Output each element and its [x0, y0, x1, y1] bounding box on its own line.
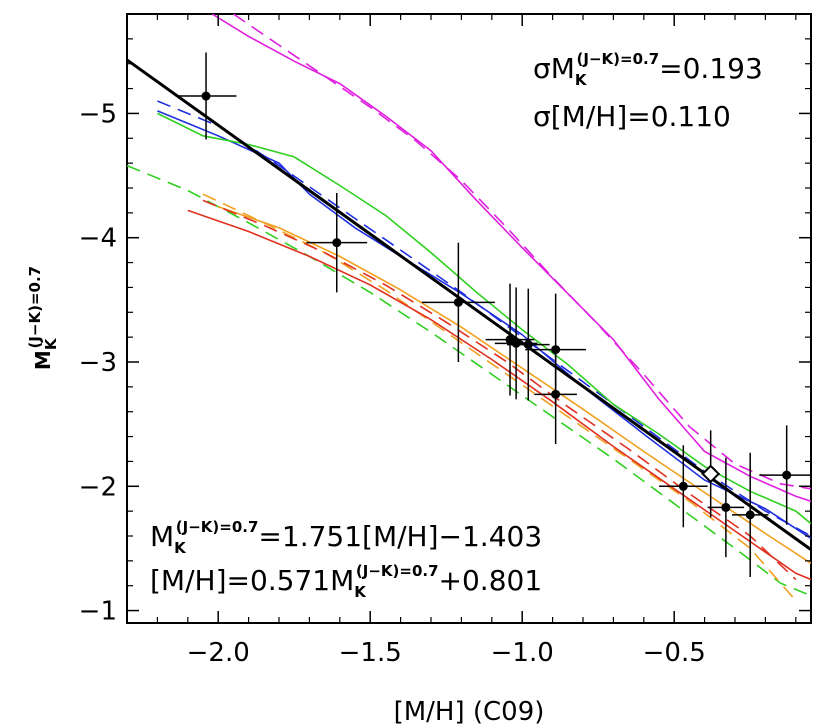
annotation-sigma-mk-sub: K	[575, 71, 588, 89]
y-tick-label-3: −2	[79, 472, 117, 502]
annotation-eq2-suffix: +0.801	[439, 564, 543, 597]
y-axis-title: MK(J−K)=0.7	[26, 266, 60, 370]
annotation-eq2: [M/H]=0.571MK (J−K)=0.7+0.801	[150, 562, 542, 601]
x-tick-label-2: −1.0	[491, 638, 554, 668]
annotation-eq2-sub: K	[354, 583, 367, 601]
y-tick-label-4: −1	[79, 597, 117, 627]
data-point-2	[453, 297, 463, 307]
y-axis-title-sub: K	[42, 337, 60, 350]
series-line-magenta-solid	[211, 14, 811, 502]
series-line-red-solid	[187, 209, 811, 581]
data-point-1	[332, 238, 342, 248]
series-line-orange-dashed	[202, 193, 797, 602]
data-point-7	[551, 389, 561, 399]
annotation-eq1-prefix: M	[150, 520, 174, 553]
y-axis-title-sup: (J−K)=0.7	[26, 266, 44, 349]
series-line-magenta-dashed	[232, 14, 811, 490]
annotation-eq1: MK (J−K)=0.7=1.751[M/H]−1.403	[150, 518, 542, 557]
annotation-eq2-prefix: [M/H]=0.571M	[150, 564, 354, 597]
y-tick-label-0: −5	[79, 99, 117, 129]
annotation-sigma-mk-suffix: =0.193	[659, 52, 763, 85]
series-line-blue-solid	[157, 110, 811, 540]
series-line-blue-dashed	[157, 100, 811, 537]
data-point-4	[511, 338, 521, 348]
annotation-eq1-sup: (J−K)=0.7	[176, 518, 259, 536]
data-point-9	[721, 502, 731, 512]
data-point-10	[745, 510, 755, 520]
annotation-eq1-sub: K	[174, 539, 187, 557]
annotation-sigma-mh: σ[M/H]=0.110	[533, 100, 731, 133]
data-point-0	[201, 91, 211, 101]
x-tick-label-1: −1.5	[339, 638, 402, 668]
annotation-sigma-mk-sup: (J−K)=0.7	[577, 50, 660, 68]
annotation-eq2-sup: (J−K)=0.7	[356, 562, 439, 580]
data-point-8	[678, 481, 688, 491]
y-axis-title-base: M	[31, 350, 55, 370]
data-point-5	[523, 340, 533, 350]
x-tick-label-0: −2.0	[187, 638, 250, 668]
x-tick-label-3: −0.5	[643, 638, 706, 668]
series-layer	[127, 14, 811, 602]
tick-layer: −2.0 −1.5 −1.0 −0.5 −5 −4 −3 −2 −1	[79, 13, 811, 668]
x-axis-title: [M/H] (C09)	[394, 697, 545, 727]
data-point-11	[782, 470, 792, 480]
fit-line	[127, 58, 811, 551]
plot-frame	[126, 13, 812, 624]
series-line-green-solid	[157, 112, 811, 525]
series-line-green-dashed	[127, 164, 811, 597]
annotation-sigma-mk: σMK (J−K)=0.7=0.193	[533, 50, 763, 89]
y-tick-label-2: −3	[79, 348, 117, 378]
annotation-eq1-suffix: =1.751[M/H]−1.403	[258, 520, 542, 553]
annotation-sigma-mk-prefix: σM	[533, 52, 575, 85]
y-tick-label-1: −4	[79, 224, 117, 254]
open-diamond-point	[701, 464, 721, 484]
